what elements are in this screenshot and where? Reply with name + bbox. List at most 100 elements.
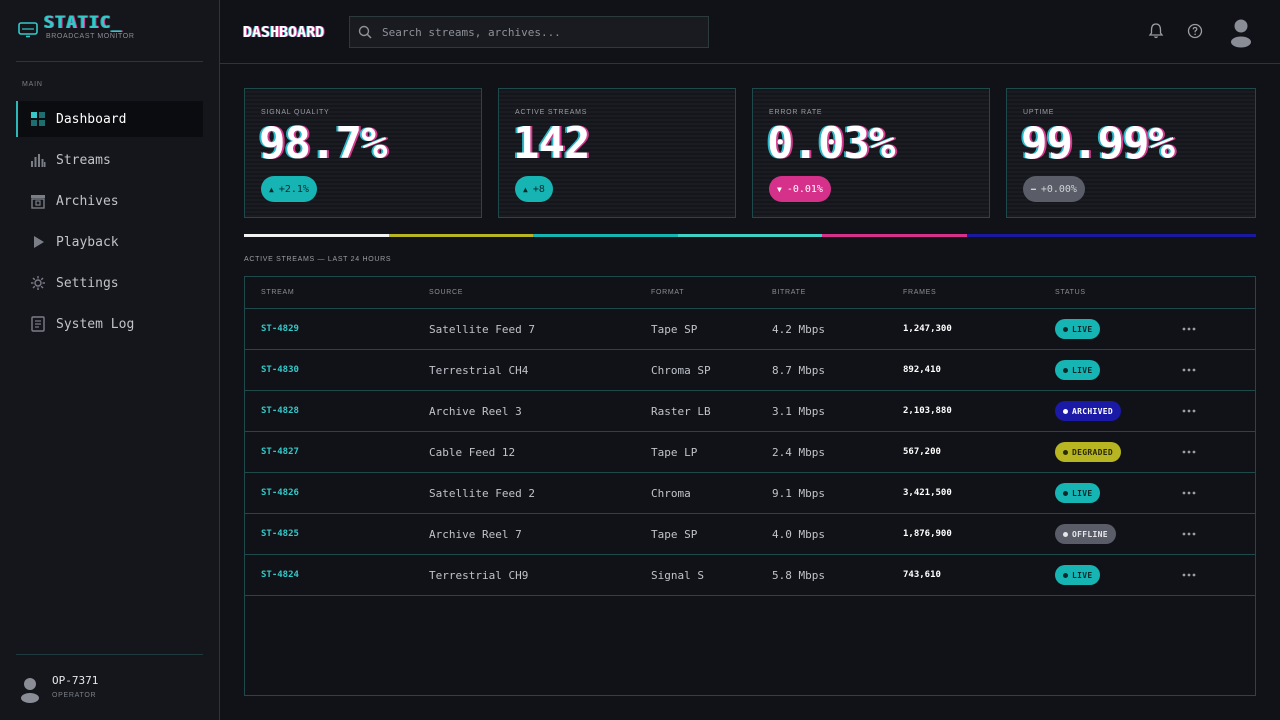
source-cell: Terrestrial CH9 <box>429 568 529 582</box>
sidebar-item-system-log[interactable]: System Log <box>16 306 203 342</box>
stat-value: 99.99% <box>1021 118 1175 169</box>
more-options-icon[interactable] <box>1181 567 1197 583</box>
document-icon <box>31 316 45 332</box>
table-row[interactable]: ST-4826 Satellite Feed 2 Chroma 9.1 Mbps 3,4… <box>245 473 1255 514</box>
table-row[interactable]: ST-4829 Satellite Feed 7 Tape SP 4.2 Mbps 1,… <box>245 309 1255 350</box>
status-badge: LIVE <box>1055 565 1101 585</box>
user-role: OPERATOR <box>52 692 97 699</box>
color-bar <box>244 234 389 237</box>
stat-label: SIGNAL QUALITY <box>261 109 330 116</box>
bars-icon <box>31 154 46 167</box>
column-header-format[interactable]: FORMAT <box>651 289 685 296</box>
source-cell: Cable Feed 12 <box>429 445 516 459</box>
format-cell: Chroma SP <box>651 363 711 377</box>
stat-delta: -0.01% <box>786 183 823 195</box>
stat-card-uptime: UPTIME 99.99% ━ +0.00% <box>1006 88 1256 218</box>
more-options-icon[interactable] <box>1181 444 1197 460</box>
gear-icon <box>31 276 45 290</box>
sidebar-item-label: System Log <box>56 316 135 332</box>
table-row[interactable]: ST-4830 Terrestrial CH4 Chroma SP 8.7 Mbps 8… <box>245 350 1255 391</box>
streams-table: STREAM SOURCE FORMAT BITRATE FRAMES STAT… <box>244 276 1256 696</box>
bitrate-cell: 4.2 Mbps <box>772 322 825 336</box>
user-avatar-icon[interactable] <box>1230 18 1252 48</box>
stream-id-link[interactable]: ST-4826 <box>261 488 299 498</box>
more-options-icon[interactable] <box>1181 485 1197 501</box>
source-cell: Archive Reel 3 <box>429 404 522 418</box>
sidebar-item-label: Settings <box>56 275 119 291</box>
format-cell: Raster LB <box>651 404 711 418</box>
more-options-icon[interactable] <box>1181 321 1197 337</box>
stat-delta: +8 <box>532 183 545 195</box>
status-dot <box>1063 531 1068 537</box>
stat-label: UPTIME <box>1023 109 1055 116</box>
table-row[interactable]: ST-4825 Archive Reel 7 Tape SP 4.0 Mbps 1,87… <box>245 514 1255 555</box>
brand-subtitle: BROADCAST MONITOR <box>46 33 135 40</box>
frames-cell: 2,103,880 <box>903 406 952 416</box>
stream-id-link[interactable]: ST-4828 <box>261 406 299 416</box>
bitrate-cell: 5.8 Mbps <box>772 568 825 582</box>
archive-icon <box>31 195 45 209</box>
status-badge: LIVE <box>1055 483 1101 503</box>
search-input[interactable] <box>382 17 702 47</box>
sidebar-item-playback[interactable]: Playback <box>16 224 203 260</box>
stat-card-error-rate: ERROR RATE 0.03% ▼ -0.01% <box>752 88 990 218</box>
color-bars-strip <box>244 234 1257 237</box>
table-row[interactable]: ST-4827 Cable Feed 12 Tape LP 2.4 Mbps 567,2… <box>245 432 1255 473</box>
status-dot <box>1063 408 1068 414</box>
stat-delta: +0.00% <box>1040 183 1077 195</box>
source-cell: Terrestrial CH4 <box>429 363 529 377</box>
table-row[interactable]: ST-4824 Terrestrial CH9 Signal S 5.8 Mbps 74… <box>245 555 1255 596</box>
column-header-status[interactable]: STATUS <box>1055 289 1086 296</box>
brand-name: STATIC_ <box>44 13 123 33</box>
help-icon[interactable] <box>1186 22 1204 40</box>
stream-id-link[interactable]: ST-4827 <box>261 447 299 457</box>
sidebar-item-label: Playback <box>56 234 119 250</box>
arrow-down-icon: ▼ <box>777 184 782 194</box>
source-cell: Satellite Feed 7 <box>429 322 535 336</box>
more-options-icon[interactable] <box>1181 362 1197 378</box>
color-bar <box>533 234 678 237</box>
arrow-up-icon: ▲ <box>523 184 528 194</box>
grid-icon <box>31 112 45 126</box>
user-panel[interactable]: OP-7371 OPERATOR <box>16 654 203 720</box>
search-icon <box>358 25 372 39</box>
status-dot <box>1063 572 1068 578</box>
sidebar-item-settings[interactable]: Settings <box>16 265 203 301</box>
sidebar-nav: Dashboard Streams Archives Pl <box>16 101 203 347</box>
color-bar <box>677 234 823 237</box>
format-cell: Tape SP <box>651 322 698 336</box>
stream-id-link[interactable]: ST-4824 <box>261 570 299 580</box>
column-header-stream[interactable]: STREAM <box>261 289 295 296</box>
sidebar-item-archives[interactable]: Archives <box>16 183 203 219</box>
frames-cell: 1,876,900 <box>903 529 952 539</box>
stream-id-link[interactable]: ST-4829 <box>261 324 299 334</box>
sidebar-item-dashboard[interactable]: Dashboard <box>16 101 203 137</box>
bitrate-cell: 3.1 Mbps <box>772 404 825 418</box>
stat-value: 142 <box>513 118 590 169</box>
stream-id-link[interactable]: ST-4830 <box>261 365 299 375</box>
sidebar-item-streams[interactable]: Streams <box>16 142 203 178</box>
source-cell: Satellite Feed 2 <box>429 486 535 500</box>
table-row[interactable]: ST-4828 Archive Reel 3 Raster LB 3.1 Mbps 2,… <box>245 391 1255 432</box>
format-cell: Tape SP <box>651 527 698 541</box>
status-label: ARCHIVED <box>1072 406 1113 416</box>
column-header-source[interactable]: SOURCE <box>429 289 464 296</box>
column-header-frames[interactable]: FRAMES <box>903 289 937 296</box>
status-label: LIVE <box>1072 570 1093 580</box>
bitrate-cell: 8.7 Mbps <box>772 363 825 377</box>
more-options-icon[interactable] <box>1181 403 1197 419</box>
dash-icon: ━ <box>1031 184 1036 194</box>
stream-id-link[interactable]: ST-4825 <box>261 529 299 539</box>
bell-icon[interactable] <box>1147 22 1165 40</box>
more-options-icon[interactable] <box>1181 526 1197 542</box>
status-badge: LIVE <box>1055 360 1101 380</box>
status-label: LIVE <box>1072 488 1093 498</box>
color-bar <box>1111 234 1257 237</box>
user-id: OP-7371 <box>52 674 99 687</box>
format-cell: Chroma <box>651 486 691 500</box>
column-header-bitrate[interactable]: BITRATE <box>772 289 806 296</box>
frames-cell: 567,200 <box>903 447 941 457</box>
bitrate-cell: 2.4 Mbps <box>772 445 825 459</box>
search-box[interactable] <box>349 16 709 48</box>
stat-label: ACTIVE STREAMS <box>515 109 588 116</box>
